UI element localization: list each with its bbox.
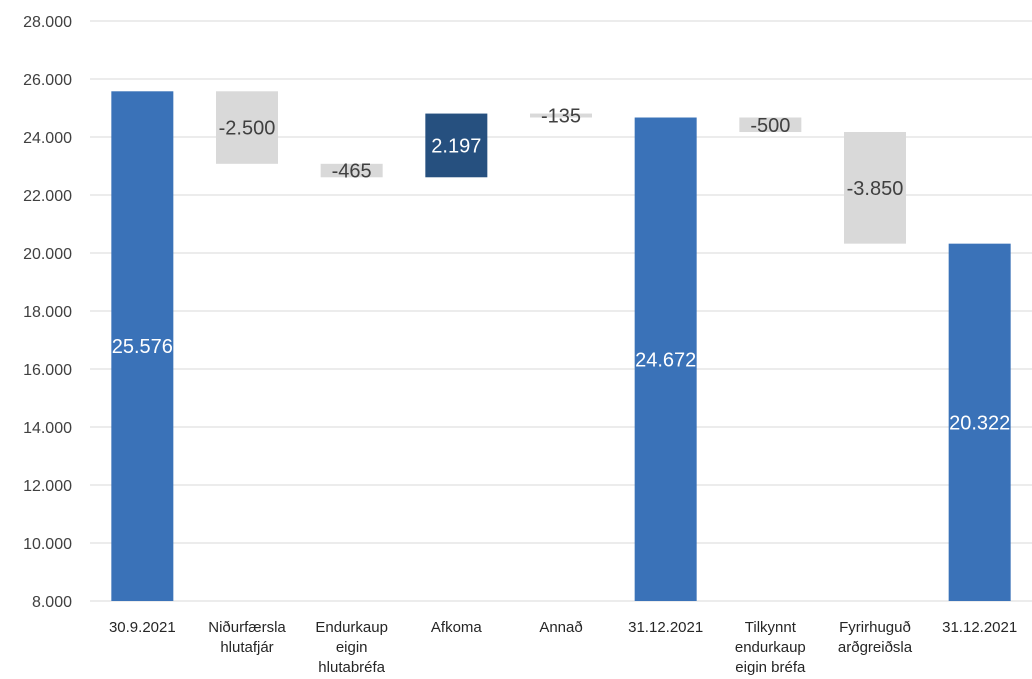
y-tick-label: 8.000 [32,594,72,611]
bar-decrease [739,117,802,133]
category-label: Niðurfærsla hlutafjár [208,619,286,656]
bar-decrease [216,91,278,164]
bar-decrease [844,132,906,244]
category-label: Fyrirhuguð arðgreiðsla [838,619,913,656]
category-label: 31.12.2021 [942,619,1017,636]
bar-total [634,117,697,602]
bar-decrease [530,113,592,118]
data-label: -500 [750,115,790,137]
category-label: Tilkynnt endurkaup eigin bréfa [735,619,806,676]
data-label: 24.672 [635,349,696,371]
y-tick-label: 22.000 [23,188,72,205]
y-tick-label: 24.000 [23,130,72,147]
y-tick-label: 14.000 [23,420,72,437]
data-label: 25.576 [112,336,173,358]
y-tick-label: 16.000 [23,362,72,379]
category-label: 30.9.2021 [109,619,176,636]
y-tick-label: 26.000 [23,72,72,89]
bar-total [948,243,1011,602]
category-label: Endurkaup eigin hlutabréfa [315,619,388,676]
data-label: 2.197 [431,135,481,157]
category-label: Annað [539,619,582,636]
data-label: -135 [541,106,581,128]
y-tick-label: 18.000 [23,304,72,321]
bar-increase [425,113,488,178]
y-tick-label: 28.000 [23,14,72,31]
data-label: -2.500 [219,118,276,140]
data-label: 20.322 [949,412,1010,434]
y-tick-label: 12.000 [23,478,72,495]
data-label: -3.850 [847,178,904,200]
bar-decrease [320,163,383,178]
bar-total [111,91,174,602]
category-label: 31.12.2021 [628,619,703,636]
y-tick-label: 20.000 [23,246,72,263]
data-label: -465 [332,161,372,183]
y-tick-label: 10.000 [23,536,72,553]
category-label: Afkoma [431,619,483,636]
